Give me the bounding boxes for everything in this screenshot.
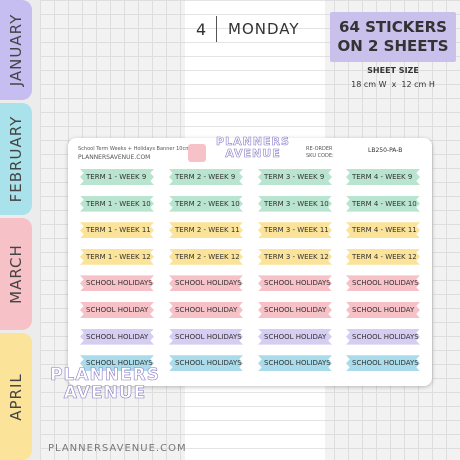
month-label: JANUARY xyxy=(7,13,25,87)
sticker: TERM 2 - WEEK 11 xyxy=(169,222,243,239)
month-label: FEBRUARY xyxy=(7,115,25,203)
footer-website: PLANNERSAVENUE.COM xyxy=(48,443,187,454)
day-number: 4 xyxy=(196,20,207,39)
sku-code: LB250-PA-B xyxy=(368,147,403,154)
sheet-description: School Term Weeks + Holidays Banner 10cm xyxy=(78,146,191,152)
sticker: TERM 1 - WEEK 12 xyxy=(80,248,154,265)
sticker: TERM 4 - WEEK 12 xyxy=(346,248,420,265)
month-label: APRIL xyxy=(7,372,25,421)
sticker: SCHOOL HOLIDAYS xyxy=(258,275,332,292)
month-tab: JANUARY xyxy=(0,0,32,100)
sticker: SCHOOL HOLIDAY xyxy=(80,328,154,345)
sticker: TERM 1 - WEEK 10 xyxy=(80,195,154,212)
sticker: TERM 4 - WEEK 11 xyxy=(346,222,420,239)
sticker: SCHOOL HOLIDAY xyxy=(346,302,420,318)
size-label: SHEET SIZE xyxy=(367,66,419,75)
sticker: SCHOOL HOLIDAY xyxy=(80,302,154,318)
sticker: TERM 3 - WEEK 12 xyxy=(258,248,332,265)
badge-line: 64 STICKERS xyxy=(339,18,447,36)
sticker: SCHOOL HOLIDAY xyxy=(258,328,332,345)
month-tab: APRIL xyxy=(0,333,32,460)
sticker: SCHOOL HOLIDAY xyxy=(169,302,243,318)
sticker: TERM 3 - WEEK 10 xyxy=(258,195,332,212)
logo-line: PLANNERS xyxy=(216,135,290,148)
sheet-logo: PLANNERS AVENUE xyxy=(208,135,298,160)
sticker: TERM 3 - WEEK 9 xyxy=(258,169,332,185)
badge-line: ON 2 SHEETS xyxy=(337,37,449,55)
month-label: MARCH xyxy=(7,244,25,304)
sticker: TERM 2 - WEEK 9 xyxy=(169,169,243,185)
sticker: SCHOOL HOLIDAYS xyxy=(346,275,420,292)
sticker: TERM 4 - WEEK 9 xyxy=(346,169,420,185)
sticker: SCHOOL HOLIDAYS xyxy=(80,275,154,292)
sticker: TERM 2 - WEEK 10 xyxy=(169,195,243,212)
sticker: SCHOOL HOLIDAYS xyxy=(258,355,332,372)
reorder-label: RE-ORDER xyxy=(306,146,333,152)
sticker: TERM 3 - WEEK 11 xyxy=(258,222,332,239)
divider xyxy=(216,16,217,42)
sticker: SCHOOL HOLIDAYS xyxy=(346,328,420,345)
month-tab: MARCH xyxy=(0,218,32,330)
sticker-sheet: School Term Weeks + Holidays Banner 10cm… xyxy=(68,135,432,386)
sticker: SCHOOL HOLIDAY xyxy=(258,302,332,318)
day-name: MONDAY xyxy=(228,20,300,38)
sticker: TERM 4 - WEEK 10 xyxy=(346,195,420,212)
sticker: TERM 2 - WEEK 12 xyxy=(169,248,243,265)
logo-line: AVENUE xyxy=(63,383,147,403)
sticker: TERM 1 - WEEK 9 xyxy=(80,169,154,185)
sticker: SCHOOL HOLIDAYS xyxy=(346,355,420,372)
sticker: SCHOOL HOLIDAYS xyxy=(169,355,243,372)
footer-logo: PLANNERS AVENUE xyxy=(50,365,160,403)
sku-label: SKU CODE: xyxy=(306,153,334,159)
sticker: SCHOOL HOLIDAYS xyxy=(80,355,154,372)
month-tab: FEBRUARY xyxy=(0,103,32,215)
sticker: SCHOOL HOLIDAYS xyxy=(169,328,243,345)
badge: 64 STICKERS ON 2 SHEETS xyxy=(330,12,456,62)
logo-line: PLANNERS xyxy=(50,365,160,385)
sticker: SCHOOL HOLIDAYS xyxy=(169,275,243,292)
size-value: 18 cm W x 12 cm H xyxy=(351,80,435,89)
sheet-website: PLANNERSAVENUE.COM xyxy=(78,154,151,161)
logo-icon xyxy=(188,144,206,162)
sticker: TERM 1 - WEEK 11 xyxy=(80,222,154,239)
logo-line: AVENUE xyxy=(225,147,281,160)
